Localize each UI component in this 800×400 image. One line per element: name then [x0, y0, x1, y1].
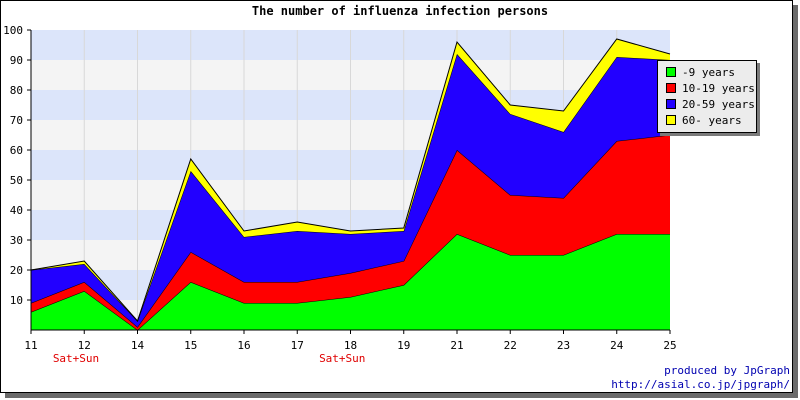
y-tick-label: 10	[10, 294, 23, 307]
x-tick-label: 25	[663, 339, 676, 352]
y-tick-label: 30	[10, 234, 23, 247]
legend-item: 60- years	[658, 112, 756, 128]
x-tick-label: 12	[78, 339, 91, 352]
credit-line-1: produced by JpGraph	[664, 364, 790, 377]
credit-line-2: http://asial.co.jp/jpgraph/	[611, 378, 790, 391]
series-area-1	[31, 234, 670, 330]
x-tick-label: 21	[450, 339, 463, 352]
x-tick-label: 23	[557, 339, 570, 352]
legend-item: -9 years	[658, 64, 756, 80]
series-area-2	[31, 135, 670, 330]
x-tick-label: 22	[504, 339, 517, 352]
legend-label: 60- years	[682, 113, 742, 127]
y-tick-label: 50	[10, 174, 23, 187]
y-tick-label: 20	[10, 264, 23, 277]
y-tick-label: 80	[10, 84, 23, 97]
x-tick-label: 15	[184, 339, 197, 352]
legend-label: -9 years	[682, 65, 735, 79]
legend-swatch	[666, 115, 676, 125]
x-tick-label: 19	[397, 339, 410, 352]
weekend-label: Sat+Sun	[319, 352, 365, 365]
x-tick-label: 24	[610, 339, 624, 352]
legend: -9 years 10-19 years 20-59 years 60- years	[657, 60, 757, 133]
y-tick-label: 40	[10, 204, 23, 217]
legend-item: 20-59 years	[658, 96, 756, 112]
legend-swatch	[666, 67, 676, 77]
y-tick-label: 100	[3, 24, 23, 37]
series-area-3	[31, 54, 670, 327]
x-tick-label: 14	[131, 339, 145, 352]
x-tick-label: 11	[24, 339, 37, 352]
weekend-label: Sat+Sun	[53, 352, 99, 365]
y-tick-label: 70	[10, 114, 23, 127]
y-tick-label: 90	[10, 54, 23, 67]
credit: produced by JpGraph http://asial.co.jp/j…	[611, 364, 790, 392]
x-tick-label: 18	[344, 339, 357, 352]
series-outline-4	[30, 38, 671, 322]
legend-label: 20-59 years	[682, 97, 755, 111]
legend-swatch	[666, 99, 676, 109]
x-tick-label: 16	[237, 339, 250, 352]
legend-swatch	[666, 83, 676, 93]
legend-label: 10-19 years	[682, 81, 755, 95]
legend-item: 10-19 years	[658, 80, 756, 96]
x-tick-label: 17	[291, 339, 304, 352]
chart-title: The number of influenza infection person…	[251, 4, 549, 18]
series-area-4	[31, 39, 670, 321]
y-tick-label: 60	[10, 144, 23, 157]
